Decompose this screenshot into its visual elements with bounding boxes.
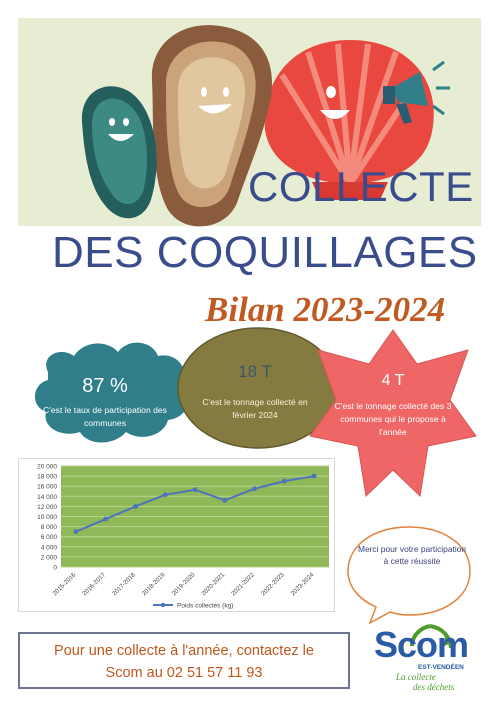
data-point [103, 516, 109, 522]
data-point [133, 504, 138, 509]
cloud-shape [34, 342, 190, 443]
x-tick-label: 2017-2018 [111, 571, 137, 597]
data-point [192, 487, 198, 493]
scom-logo-word: Scom [374, 624, 469, 665]
stat-participation-caption: C'est le taux de participation des commu… [43, 405, 167, 428]
y-tick-label: 4 000 [41, 544, 58, 551]
y-tick-label: 16 000 [37, 484, 57, 491]
x-tick-label: 2016-2017 [81, 571, 107, 597]
mussel-mascot [81, 86, 157, 219]
y-tick-label: 6 000 [41, 534, 58, 541]
data-point [281, 478, 287, 484]
contact-line-1: Pour une collecte à l'année, contactez l… [54, 643, 314, 659]
x-tick-label: 2020-2021 [200, 571, 226, 597]
title-line-1: COLLECTE [248, 163, 474, 210]
scallop-mascot [264, 40, 450, 200]
x-tick-label: 2021-2022 [230, 571, 256, 597]
data-point [73, 529, 79, 535]
line-chart-svg: 0 2 000 4 000 6 000 8 000 10 000 12 000 14 000 1… [37, 464, 329, 610]
scom-logo-mark [410, 624, 454, 649]
y-tick-label: 10 000 [37, 514, 57, 521]
x-tick-label: 2018-2019 [141, 571, 167, 597]
stat-year-round-tonnage-value: 4 T [381, 372, 405, 389]
shellfish-mascots-illustration [81, 25, 450, 227]
thanks-message: Merci pour votre participation à cette r… [358, 544, 466, 566]
stat-shapes [34, 327, 477, 498]
scom-logo-tagline-2: des déchets [413, 682, 455, 692]
speech-bubble [347, 526, 471, 625]
stat-year-round-tonnage: 4 T C'est le tonnage collecté des 3 comm… [328, 372, 458, 439]
tonnage-chart: 0 2 000 4 000 6 000 8 000 10 000 12 000 14 000 1… [18, 458, 335, 612]
data-point [222, 497, 228, 503]
data-point [252, 486, 257, 492]
stat-participation-value: 87 % [82, 375, 128, 397]
y-tick-label: 8 000 [41, 524, 58, 531]
y-tick-label: 12 000 [37, 504, 57, 511]
x-tick-label: 2019-2020 [171, 571, 197, 597]
stat-february-tonnage-value: 18 T [238, 362, 272, 381]
legend-marker [160, 602, 166, 608]
stat-year-round-tonnage-caption: C'est le tonnage collecté des 3 communes… [334, 401, 452, 437]
y-tick-label: 20 000 [37, 464, 57, 471]
stat-february-tonnage: 18 T C'est le tonnage collecté en févrie… [200, 362, 310, 422]
contact-line-2: Scom au 02 51 57 11 93 [105, 665, 263, 681]
y-tick-label: 0 [53, 565, 57, 572]
y-tick-label: 2 000 [41, 554, 58, 561]
contact-box: Pour une collecte à l'année, contactez l… [18, 632, 350, 689]
data-point [311, 473, 317, 479]
legend-label: Poids collectés (kg) [177, 603, 233, 610]
star-shape [309, 329, 477, 498]
report-subtitle: Bilan 2023-2024 [205, 290, 446, 329]
stat-february-tonnage-caption: C'est le tonnage collecté en février 202… [202, 397, 308, 420]
y-tick-label: 14 000 [37, 494, 57, 501]
data-point [162, 492, 168, 498]
x-tick-label: 2015-2016 [51, 571, 77, 597]
y-tick-label: 18 000 [37, 474, 57, 481]
stat-participation: 87 % C'est le taux de participation des … [40, 375, 170, 430]
title-line-2: DES COQUILLAGES [52, 228, 478, 277]
oyster-mascot [151, 25, 272, 227]
x-tick-label: 2023-2024 [290, 571, 316, 597]
scom-logo-tagline-1: La collecte [396, 672, 436, 682]
scom-logo-subtitle: EST-VENDÉEN [418, 664, 464, 671]
x-tick-label: 2022-2023 [260, 571, 286, 597]
